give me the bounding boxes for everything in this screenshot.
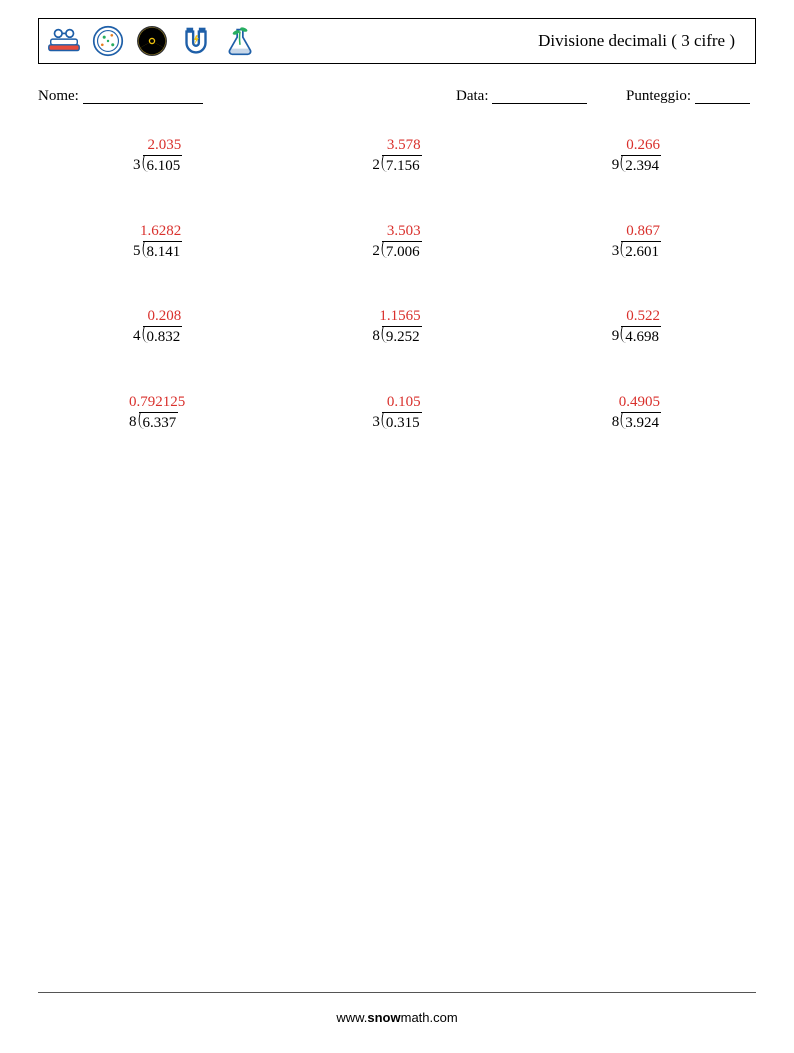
division-line: 32.601	[612, 241, 661, 262]
division-line: 83.924	[612, 412, 661, 433]
problem: 0.20840.832	[38, 306, 277, 348]
divisor: 2	[372, 241, 382, 261]
score-field: Punteggio:	[626, 88, 756, 105]
divisor: 5	[133, 241, 143, 261]
quotient: 0.867	[612, 221, 661, 241]
footer: www.snowmath.com	[0, 1010, 794, 1025]
problem-inner: 0.10530.315	[372, 392, 421, 434]
problem-inner: 2.03536.105	[133, 135, 182, 177]
worksheet-page: Divisione decimali ( 3 cifre ) Nome: Dat…	[0, 0, 794, 1053]
footer-url-suffix: math.com	[401, 1010, 458, 1025]
header-icons	[45, 22, 259, 60]
books-icon	[45, 22, 83, 60]
dividend: 6.337	[139, 412, 179, 433]
divisor: 8	[372, 326, 382, 346]
dividend: 7.156	[382, 155, 422, 176]
dividend: 3.924	[621, 412, 661, 433]
name-field: Nome:	[38, 88, 456, 105]
quotient: 0.792125	[129, 392, 186, 412]
problem-inner: 0.86732.601	[612, 221, 661, 263]
division-line: 40.832	[133, 326, 182, 347]
date-label: Data:	[456, 88, 488, 104]
quotient: 0.208	[133, 306, 182, 326]
divisor: 3	[133, 155, 143, 175]
problem: 0.79212586.337	[38, 392, 277, 434]
problem: 1.628258.141	[38, 221, 277, 263]
quotient: 1.6282	[133, 221, 182, 241]
problem: 0.52294.698	[517, 306, 756, 348]
footer-rule	[38, 992, 756, 993]
dividend: 7.006	[382, 241, 422, 262]
division-line: 92.394	[612, 155, 661, 176]
problem: 3.57827.156	[277, 135, 516, 177]
dividend: 9.252	[382, 326, 422, 347]
problem: 2.03536.105	[38, 135, 277, 177]
division-line: 58.141	[133, 241, 182, 262]
problem-inner: 3.50327.006	[372, 221, 421, 263]
name-underline	[83, 89, 203, 104]
quotient: 0.266	[612, 135, 661, 155]
division-line: 30.315	[372, 412, 421, 433]
division-line: 89.252	[372, 326, 421, 347]
date-underline	[492, 89, 587, 104]
problem: 0.86732.601	[517, 221, 756, 263]
petri-dish-icon	[89, 22, 127, 60]
dividend: 4.698	[621, 326, 661, 347]
division-line: 94.698	[612, 326, 661, 347]
problem-inner: 0.20840.832	[133, 306, 182, 348]
dividend: 2.394	[621, 155, 661, 176]
problem-inner: 0.490583.924	[612, 392, 661, 434]
divisor: 3	[372, 412, 382, 432]
dividend: 6.105	[143, 155, 183, 176]
quotient: 0.105	[372, 392, 421, 412]
problem: 1.156589.252	[277, 306, 516, 348]
quotient: 0.4905	[612, 392, 661, 412]
divisor: 8	[129, 412, 139, 432]
flask-plant-icon	[221, 22, 259, 60]
divisor: 4	[133, 326, 143, 346]
header-box: Divisione decimali ( 3 cifre )	[38, 18, 756, 64]
radiation-icon	[133, 22, 171, 60]
problem-inner: 1.156589.252	[372, 306, 421, 348]
quotient: 3.578	[372, 135, 421, 155]
quotient: 1.1565	[372, 306, 421, 326]
division-line: 36.105	[133, 155, 182, 176]
footer-url-bold: snow	[367, 1010, 400, 1025]
meta-row: Nome: Data: Punteggio:	[38, 88, 756, 105]
problem: 0.26692.394	[517, 135, 756, 177]
problem-inner: 1.628258.141	[133, 221, 182, 263]
dividend: 2.601	[621, 241, 661, 262]
quotient: 2.035	[133, 135, 182, 155]
division-line: 27.006	[372, 241, 421, 262]
quotient: 3.503	[372, 221, 421, 241]
dividend: 8.141	[143, 241, 183, 262]
division-line: 86.337	[129, 412, 186, 433]
problem-inner: 0.79212586.337	[129, 392, 186, 434]
date-field: Data:	[456, 88, 626, 105]
name-label: Nome:	[38, 88, 79, 104]
problems-grid: 2.03536.1053.57827.1560.26692.3941.62825…	[38, 135, 756, 433]
problem: 0.490583.924	[517, 392, 756, 434]
score-underline	[695, 89, 750, 104]
problem: 0.10530.315	[277, 392, 516, 434]
problem-inner: 0.52294.698	[612, 306, 661, 348]
dividend: 0.315	[382, 412, 422, 433]
problem-inner: 3.57827.156	[372, 135, 421, 177]
worksheet-title: Divisione decimali ( 3 cifre )	[538, 31, 745, 51]
score-label: Punteggio:	[626, 88, 691, 104]
quotient: 0.522	[612, 306, 661, 326]
divisor: 2	[372, 155, 382, 175]
division-line: 27.156	[372, 155, 421, 176]
problem-inner: 0.26692.394	[612, 135, 661, 177]
problem: 3.50327.006	[277, 221, 516, 263]
magnet-icon	[177, 22, 215, 60]
dividend: 0.832	[143, 326, 183, 347]
footer-url-prefix: www.	[336, 1010, 367, 1025]
